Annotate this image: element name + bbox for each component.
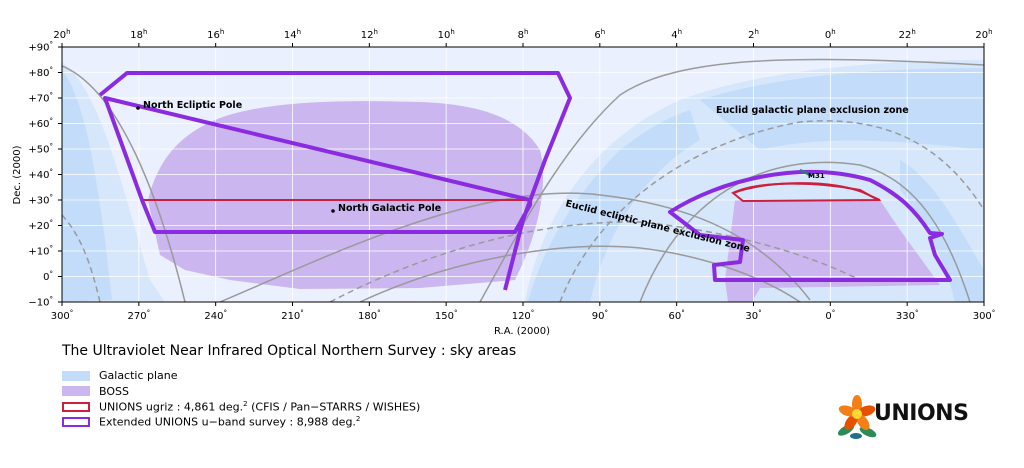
north-galactic-pole-marker [331, 209, 335, 213]
dec-label: −10° [28, 296, 53, 309]
legend-label: BOSS [99, 384, 129, 398]
galactic-plane-curve [219, 192, 811, 302]
ra-hour-label: 4h [671, 28, 682, 41]
ra-hour-label: 22h [899, 28, 916, 41]
ra-hour-label: 20h [53, 28, 70, 41]
legend-label: Extended UNIONS u−band survey : 8,988 de… [99, 415, 361, 430]
exclusion-zone-curve [329, 221, 861, 302]
legend: Galactic plane BOSS UNIONS ugriz : 4,861… [62, 368, 420, 430]
flower-icon [838, 395, 877, 439]
exclusion-zone-curve [559, 120, 984, 302]
legend-item-unions-ugriz: UNIONS ugriz : 4,861 deg.2 (CFIS / Pan−S… [62, 399, 420, 415]
ra-hour-label: 6h [594, 28, 605, 41]
north-ecliptic-pole-marker [136, 106, 140, 110]
legend-item-unions-uband: Extended UNIONS u−band survey : 8,988 de… [62, 415, 420, 431]
ra-degree-label: 270° [128, 309, 151, 322]
ra-hour-label: 14h [284, 28, 301, 41]
galactic-plane-curve [359, 245, 801, 302]
unions-uband-outline [668, 170, 952, 282]
dec-label: +40° [28, 168, 53, 181]
dec-label: +60° [28, 117, 53, 130]
ra-degree-label: 150° [435, 309, 458, 322]
ra-hour-label: 18h [130, 28, 147, 41]
exclusion-zone-curve [62, 214, 101, 302]
ra-hour-label: 8h [518, 28, 529, 41]
legend-label: Galactic plane [99, 369, 178, 383]
legend-swatch [62, 401, 90, 412]
y-axis-label: Dec. (2000) [12, 145, 23, 204]
legend-item-boss: BOSS [62, 384, 420, 400]
ra-hour-label: 20h [975, 28, 992, 41]
dec-label: +80° [28, 66, 53, 79]
ra-hour-label: 16h [207, 28, 224, 41]
legend-label: UNIONS ugriz : 4,861 deg.2 (CFIS / Pan−S… [99, 399, 421, 414]
north-galactic-pole-label: North Galactic Pole [338, 203, 441, 214]
dec-label: +50° [28, 143, 53, 156]
north-ecliptic-pole-label: North Ecliptic Pole [143, 100, 242, 111]
m31-marker [799, 168, 813, 178]
logo-text: UNIONS [874, 401, 969, 426]
dec-label: +20° [28, 219, 53, 232]
ra-degree-label: 300° [973, 309, 996, 322]
axis-ticks: 300° 20h 270° 18h 240° 16h 210° 14h 180° 12h 150° 1… [28, 28, 995, 322]
ra-hour-label: 0h [825, 28, 836, 41]
boss-region [148, 101, 544, 289]
ra-degree-label: 30° [745, 309, 761, 322]
galactic-plane-region [528, 110, 700, 302]
galactic-plane-region [900, 160, 984, 302]
dec-label: 0° [43, 270, 53, 283]
ra-degree-label: 0° [825, 309, 835, 322]
unions-logo: UNIONS [838, 392, 998, 442]
ra-degree-label: 240° [204, 309, 227, 322]
unions-ugriz-outline [732, 182, 881, 201]
dec-label: +30° [28, 194, 53, 207]
galactic-exclusion-label: Euclid galactic plane exclusion zone [716, 105, 909, 116]
ra-hour-label: 10h [438, 28, 455, 41]
galactic-plane-curve [639, 161, 971, 302]
ra-degree-label: 90° [592, 309, 608, 322]
legend-swatch [62, 370, 90, 381]
galactic-plane-region [700, 68, 984, 150]
dec-label: +90° [28, 41, 53, 54]
ra-hour-label: 2h [748, 28, 759, 41]
figure-title: The Ultraviolet Near Infrared Optical No… [62, 343, 517, 359]
legend-swatch [62, 417, 90, 428]
ra-degree-label: 120° [512, 309, 535, 322]
galactic-plane-curve [62, 65, 186, 302]
ra-hour-label: 12h [361, 28, 378, 41]
galactic-plane-region [62, 70, 112, 302]
m31-label: M31 [808, 172, 825, 180]
sky-map: North Ecliptic Pole North Galactic Pole … [12, 28, 995, 337]
dec-label: +10° [28, 245, 53, 258]
ra-degree-label: 330° [896, 309, 919, 322]
ra-degree-label: 60° [669, 309, 685, 322]
ra-degree-label: 300° [51, 309, 74, 322]
ra-degree-label: 210° [281, 309, 304, 322]
dec-label: +70° [28, 92, 53, 105]
unions-uband-outline [98, 71, 572, 291]
legend-swatch [62, 386, 90, 397]
x-axis-label: R.A. (2000) [494, 326, 550, 337]
legend-item-galactic-plane: Galactic plane [62, 368, 420, 384]
ra-degree-label: 180° [358, 309, 381, 322]
